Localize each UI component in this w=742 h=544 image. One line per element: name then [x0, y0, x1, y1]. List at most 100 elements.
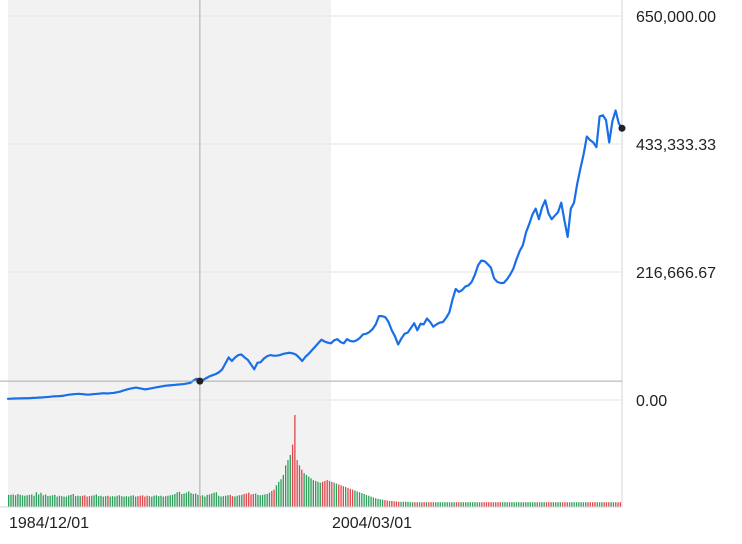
volume-bar — [197, 494, 199, 507]
volume-bar — [536, 502, 538, 507]
volume-bar — [425, 502, 428, 507]
volume-bar — [575, 502, 578, 507]
price-line — [6, 109, 624, 400]
volume-bar — [375, 498, 377, 507]
volume-bar — [190, 493, 192, 507]
volume-bar — [241, 494, 243, 507]
volume-bar — [349, 488, 351, 507]
volume-bar — [26, 495, 28, 507]
volume-bar — [167, 495, 169, 507]
volume-bar — [439, 502, 441, 507]
volume-bar — [134, 496, 137, 507]
volume-bar — [188, 491, 190, 507]
volume-bar — [448, 502, 451, 507]
volume-bar — [483, 502, 485, 507]
volume-bar — [598, 502, 601, 507]
volume-bar — [77, 495, 79, 507]
volume-bar — [211, 493, 213, 507]
volume-bar — [400, 501, 402, 507]
volume-bar — [453, 502, 455, 507]
volume-bar — [315, 480, 317, 507]
volume-bar — [430, 502, 432, 507]
volume-bar — [305, 474, 308, 507]
volume-bar — [248, 492, 250, 507]
volume-bar — [245, 493, 248, 507]
volume-bar — [169, 495, 171, 507]
volume-bar — [326, 480, 328, 507]
volume-bar — [146, 495, 148, 507]
volume-bar — [384, 500, 386, 507]
volume-bar — [100, 495, 102, 507]
volume-bar — [275, 485, 278, 507]
volume-bar — [478, 502, 481, 507]
volume-bar — [513, 502, 515, 507]
volume-bar — [497, 502, 499, 507]
volume-bar — [208, 494, 211, 507]
volume-bar — [603, 502, 605, 507]
volume-bar — [303, 473, 305, 507]
volume-bar — [137, 496, 139, 507]
y-axis-labels: 650,000.00 433,333.33 216,666.67 0.00 — [636, 9, 716, 410]
volume-bar — [407, 501, 409, 507]
volume-bar — [488, 502, 490, 507]
volume-bar — [229, 494, 231, 507]
volume-bar — [121, 496, 123, 507]
volume-bar — [153, 495, 155, 507]
volume-bar — [321, 481, 324, 507]
volume-bar — [104, 496, 107, 507]
volume-bar — [234, 496, 236, 507]
volume-bar — [435, 502, 437, 507]
volume-bar — [215, 492, 218, 507]
volume-bar — [56, 496, 58, 507]
volume-bar — [35, 492, 38, 507]
volume-bar — [88, 496, 91, 507]
volume-bar — [14, 495, 17, 507]
volume-bar — [469, 502, 471, 507]
volume-bar — [160, 495, 162, 507]
volume-bar — [529, 502, 531, 507]
volume-bar — [580, 502, 582, 507]
volume-bar — [12, 494, 14, 507]
volume-bar — [317, 481, 319, 507]
volume-bar — [476, 502, 478, 507]
volume-bar — [335, 483, 338, 507]
volume-bar — [610, 502, 612, 507]
volume-bar — [561, 502, 564, 507]
volume-bar — [587, 502, 589, 507]
volume-bar — [132, 495, 134, 507]
volume-bar — [342, 486, 345, 507]
volume-bar — [308, 476, 310, 507]
volume-bar — [206, 494, 208, 507]
volume-bar — [515, 502, 518, 507]
volume-bar — [273, 489, 275, 507]
volume-bar — [568, 502, 571, 507]
volume-bar — [130, 495, 132, 507]
volume-bar — [111, 496, 114, 507]
volume-bar — [81, 495, 84, 507]
volume-bar — [331, 481, 333, 507]
volume-bar — [518, 502, 520, 507]
volume-bar — [289, 454, 291, 507]
volume-bar — [174, 493, 176, 507]
volume-bar — [291, 444, 294, 507]
volume-bar — [268, 492, 271, 507]
volume-bar — [345, 487, 347, 507]
volume-bar — [70, 494, 72, 507]
volume-bar — [312, 480, 314, 507]
volume-bar — [520, 502, 522, 507]
volume-bar — [550, 502, 552, 507]
volume-bar — [31, 494, 33, 507]
volume-bar — [508, 502, 511, 507]
volume-bar — [354, 490, 356, 507]
volume-bar — [386, 500, 388, 507]
volume-bar — [42, 495, 44, 507]
volume-bar — [201, 495, 204, 507]
volume-bar — [231, 496, 234, 507]
volume-bar — [405, 501, 407, 507]
volume-bar — [310, 478, 312, 507]
volume-bar — [365, 494, 368, 507]
volume-bar — [585, 502, 587, 507]
volume-bar — [155, 495, 158, 507]
volume-bar — [444, 502, 446, 507]
